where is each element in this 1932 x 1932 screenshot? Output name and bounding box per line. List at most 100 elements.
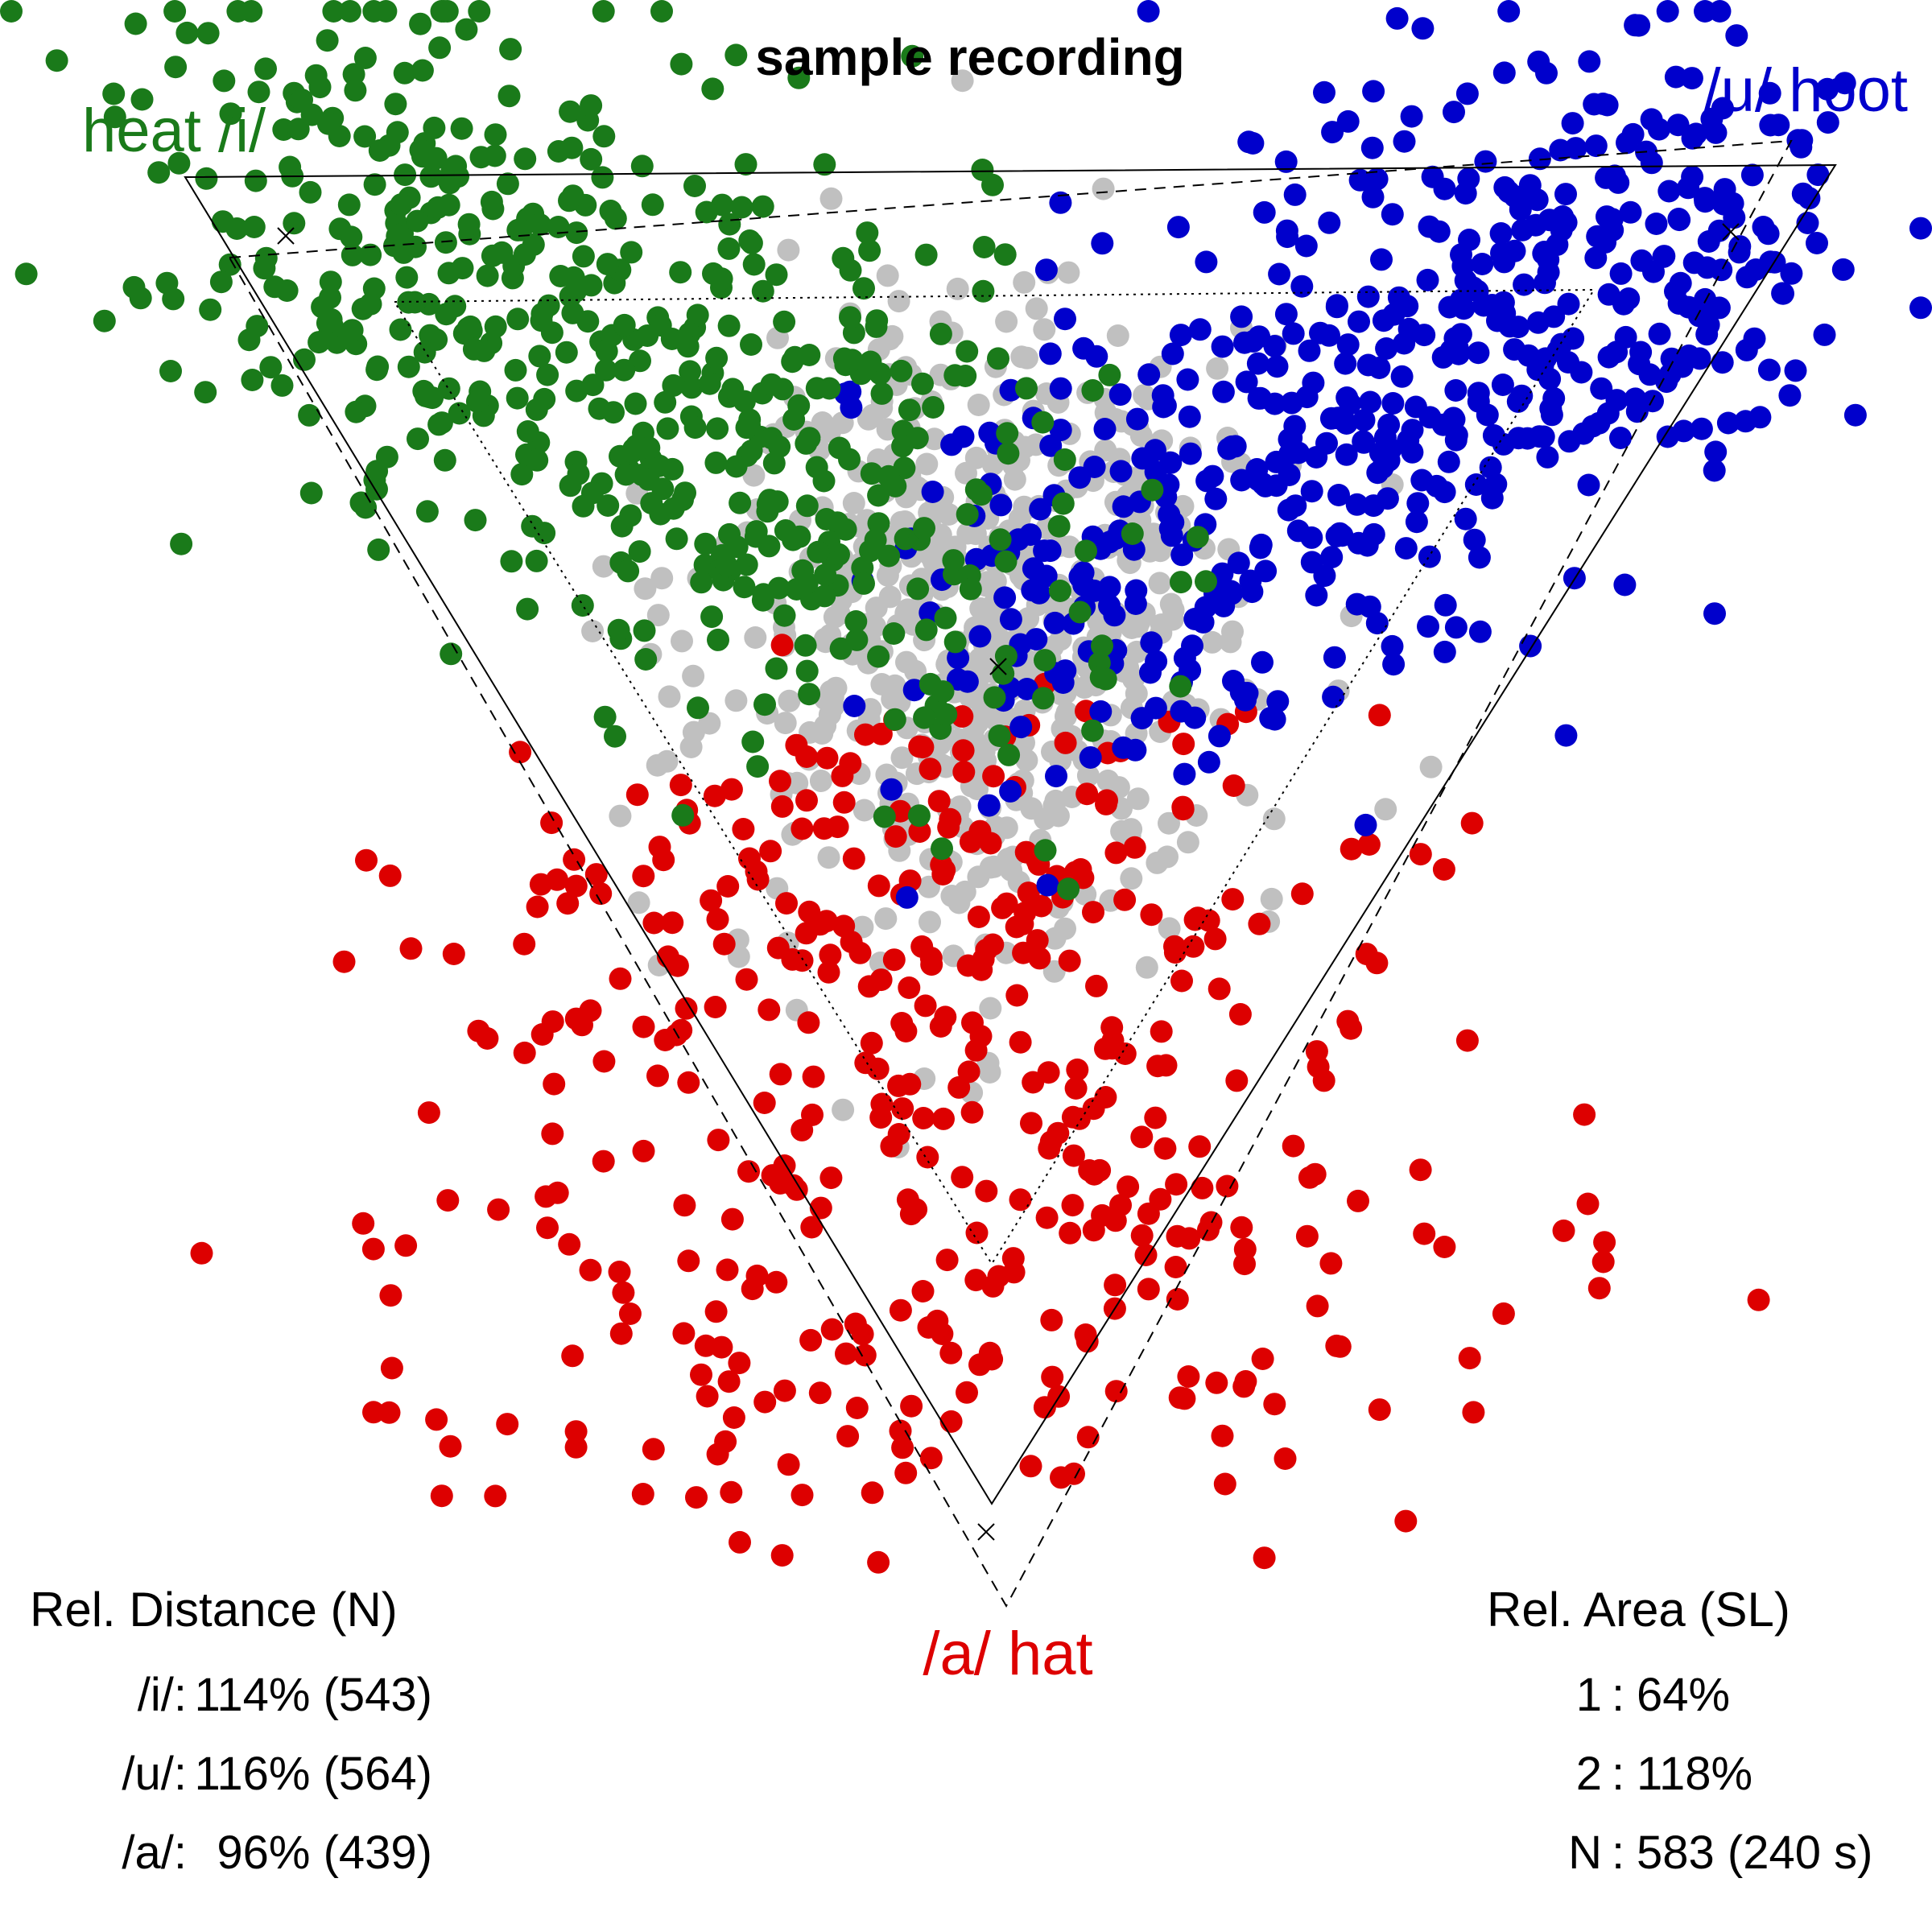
point-i (102, 82, 126, 105)
rel-distance-label: /u/: (122, 1748, 187, 1800)
point-u (1586, 225, 1609, 248)
point-i (530, 302, 554, 325)
point-i (374, 0, 398, 23)
point-u (1161, 342, 1184, 365)
point-a (887, 1074, 910, 1097)
point-i (641, 193, 664, 217)
point-u (1531, 353, 1554, 376)
point-i (448, 402, 471, 425)
point-u (1455, 82, 1479, 105)
point-a (932, 1107, 955, 1130)
point-a (670, 1018, 693, 1042)
point-a (889, 1419, 912, 1443)
point-i (972, 279, 995, 303)
point-u (1433, 640, 1456, 663)
point-u (1657, 180, 1681, 203)
point-u (1443, 101, 1465, 124)
point-i (510, 463, 534, 486)
point-a (529, 873, 552, 896)
point-a (1576, 1192, 1600, 1216)
point-u (1581, 415, 1604, 438)
point-a (467, 1019, 490, 1042)
point-i (130, 88, 154, 111)
rel-area-label: N (1568, 1827, 1602, 1879)
centroid-marks (277, 223, 1740, 1541)
point-u (1813, 323, 1836, 346)
point-u (1345, 493, 1368, 516)
point-i (628, 540, 651, 564)
point-u (1379, 438, 1402, 460)
point-a (1117, 1175, 1140, 1199)
point-a (1154, 1054, 1178, 1077)
point-a (496, 1413, 519, 1436)
point-u (1366, 461, 1389, 485)
point-u (1405, 510, 1428, 534)
point-a (642, 911, 666, 935)
point-a (1409, 843, 1432, 866)
point-i (768, 436, 791, 458)
point-i (741, 730, 765, 753)
point-u (1640, 108, 1663, 131)
point-u (1376, 487, 1399, 510)
neutral-point (976, 571, 999, 594)
point-u (1677, 295, 1700, 319)
point-a (694, 1334, 717, 1357)
rel-distance-value: 114% (543) (194, 1669, 432, 1721)
point-i (528, 345, 551, 368)
point-u (1033, 539, 1056, 563)
point-i (437, 377, 460, 400)
point-i (695, 200, 718, 224)
point-a (685, 1486, 708, 1509)
point-a (910, 935, 934, 958)
point-u (1348, 168, 1372, 192)
point-u (1230, 469, 1253, 492)
point-i (559, 100, 582, 123)
point-a (930, 853, 953, 877)
point-u (1112, 736, 1135, 759)
point-a (957, 1060, 980, 1084)
point-u (1584, 134, 1608, 158)
point-u (1467, 341, 1490, 365)
point-a (1573, 1103, 1596, 1126)
point-u (1318, 211, 1341, 234)
point-u (1666, 114, 1690, 137)
point-i (795, 494, 819, 518)
rel-distance-row-a: /a/: 96% (439) (122, 1827, 432, 1879)
point-i (717, 237, 741, 260)
neutral-point (1176, 831, 1199, 854)
point-i (795, 659, 819, 683)
point-u (1170, 543, 1194, 567)
point-a (652, 848, 675, 872)
point-u (1711, 97, 1734, 120)
point-u (1629, 341, 1653, 364)
point-i (704, 451, 728, 474)
point-u (1394, 537, 1418, 560)
point-a (394, 1234, 418, 1257)
neutral-point (890, 746, 914, 770)
point-u (1704, 440, 1728, 464)
point-a (1177, 1365, 1200, 1388)
point-a (832, 791, 856, 814)
point-i (787, 66, 811, 89)
point-i (316, 29, 339, 52)
point-a (845, 1397, 869, 1419)
point-i (717, 314, 741, 337)
neutral-point (946, 277, 969, 300)
point-a (579, 999, 602, 1022)
point-i (783, 345, 807, 369)
neutral-point (864, 615, 886, 638)
point-u (1009, 716, 1033, 739)
point-u (1584, 246, 1608, 270)
point-a (625, 783, 649, 807)
point-i (634, 648, 658, 671)
point-a (1165, 1173, 1188, 1196)
point-u (1806, 163, 1830, 187)
point-a (809, 1196, 832, 1220)
point-i (433, 448, 456, 472)
point-a (672, 1322, 696, 1345)
point-u (1372, 309, 1395, 332)
rel-area-value: 583 (240 s) (1637, 1827, 1872, 1879)
point-i (411, 59, 434, 82)
point-i (592, 125, 616, 148)
point-i (199, 298, 222, 321)
